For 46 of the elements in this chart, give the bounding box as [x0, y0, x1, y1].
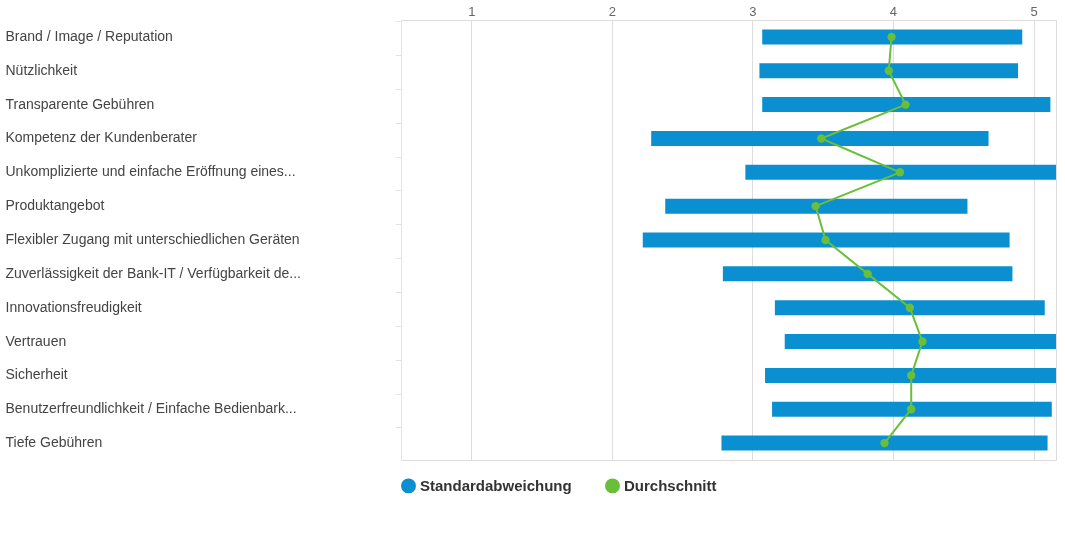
point — [817, 134, 826, 143]
y-tick-label: Innovationsfreudigkeit — [5, 298, 142, 315]
y-tick-label: Flexibler Zugang mit unterschiedlichen Geräten — [5, 231, 300, 247]
y-tick-label: Sicherheit — [5, 366, 68, 383]
bar — [784, 334, 1056, 350]
bar — [651, 130, 989, 146]
point — [821, 235, 830, 245]
bar — [722, 266, 1013, 282]
bar — [721, 435, 1048, 451]
bar — [759, 63, 1019, 79]
bar — [774, 300, 1045, 316]
bar — [665, 198, 968, 214]
bar — [642, 232, 1010, 248]
point — [887, 32, 896, 42]
y-tick-label: Kompetenz der Kundenberater — [5, 129, 198, 146]
point — [907, 405, 916, 414]
point — [884, 66, 893, 75]
y-tick-label: Vertrauen — [5, 332, 67, 349]
y-tick-label: Produktangebot — [5, 197, 105, 214]
bar — [762, 29, 1023, 45]
x-tick-label: 1 — [468, 3, 476, 19]
point — [901, 100, 910, 109]
bar — [745, 164, 1056, 180]
bar — [765, 367, 1056, 383]
y-tick-label: Zuverlässigkeit der Bank-IT / Verfügbarkeit de... — [5, 264, 301, 281]
point — [918, 337, 927, 346]
y-tick-label: Unkomplizierte und einfache Eröffnung eines... — [5, 163, 296, 180]
point — [895, 168, 905, 177]
x-tick-label: 5 — [1030, 3, 1038, 19]
point — [907, 371, 916, 380]
x-tick-label: 3 — [749, 3, 757, 19]
y-tick-label: Tiefe Gebühren — [5, 434, 103, 451]
x-tick-label: 4 — [889, 3, 898, 19]
legend-label: Durchschnitt — [624, 476, 717, 494]
point — [880, 438, 889, 448]
y-tick-label: Transparente Gebühren — [5, 95, 155, 112]
y-tick-label: Benutzerfreundlichkeit / Einfache Bedienbark... — [5, 400, 297, 417]
point — [905, 303, 914, 312]
y-tick-label: Nützlichkeit — [5, 61, 78, 78]
point — [811, 201, 820, 211]
point — [863, 269, 872, 279]
legend-label: Standardabweichung — [420, 476, 572, 494]
y-tick-label: Brand / Image / Reputation — [5, 27, 173, 44]
x-tick-label: 2 — [608, 3, 616, 19]
bar — [762, 97, 1051, 113]
bar — [772, 401, 1052, 417]
